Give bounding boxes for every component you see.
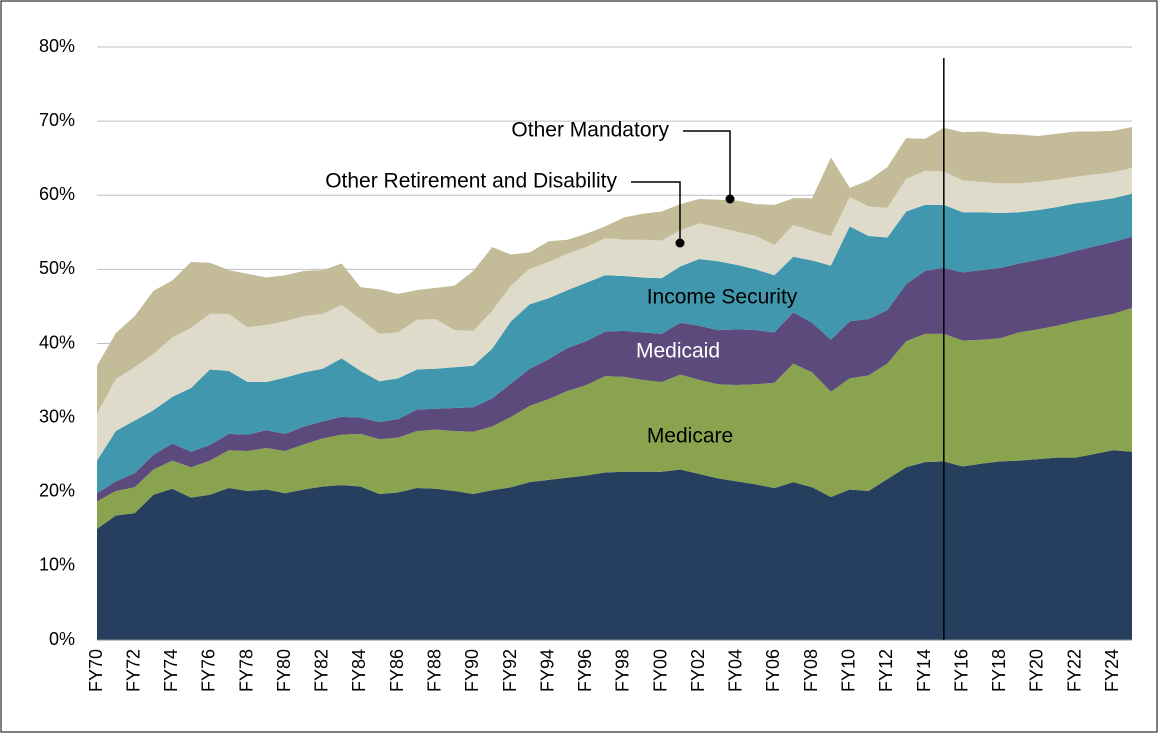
x-tick-label: FY10 <box>838 649 858 692</box>
callout-line <box>683 130 731 199</box>
annotation: Medicare <box>647 425 733 448</box>
x-tick-label: FY80 <box>274 649 294 692</box>
x-tick-label: FY02 <box>688 649 708 692</box>
x-tick-label: FY94 <box>537 649 557 692</box>
x-tick-label: FY20 <box>1027 649 1047 692</box>
area <box>97 193 1132 494</box>
x-tick-label: FY18 <box>989 649 1009 692</box>
area <box>97 307 1132 529</box>
x-tick-label: FY82 <box>312 649 332 692</box>
x-tick-label: FY04 <box>726 649 746 692</box>
annotation: Income Security <box>647 286 798 309</box>
x-tick-label: FY22 <box>1064 649 1084 692</box>
area <box>97 450 1132 640</box>
x-tick-label: FY12 <box>876 649 896 692</box>
x-tick-label: FY84 <box>349 649 369 692</box>
x-tick-label: FY70 <box>86 649 106 692</box>
y-tick-label: 20% <box>39 481 75 501</box>
area <box>97 127 1132 414</box>
y-tick-label: 80% <box>39 36 75 56</box>
x-tick-label: FY06 <box>763 649 783 692</box>
x-tick-label: FY72 <box>123 649 143 692</box>
callout-dot <box>725 194 735 204</box>
annotation: Medicaid <box>636 340 720 363</box>
x-tick-label: FY98 <box>613 649 633 692</box>
x-tick-label: FY78 <box>236 649 256 692</box>
x-tick-label: FY96 <box>575 649 595 692</box>
callout-dot <box>675 238 685 248</box>
callout-line <box>631 181 681 243</box>
area <box>97 167 1132 461</box>
y-tick-label: 10% <box>39 555 75 575</box>
x-tick-label: FY74 <box>161 649 181 692</box>
x-tick-label: FY90 <box>462 649 482 692</box>
y-tick-label: 50% <box>39 258 75 278</box>
x-tick-label: FY08 <box>801 649 821 692</box>
x-tick-label: FY24 <box>1102 649 1122 692</box>
annotation: Other Mandatory <box>511 119 669 142</box>
x-tick-label: FY86 <box>387 649 407 692</box>
x-tick-label: FY00 <box>650 649 670 692</box>
x-tick-label: FY76 <box>199 649 219 692</box>
y-tick-label: 30% <box>39 406 75 426</box>
annotation: Other Retirement and Disability <box>325 170 617 193</box>
y-tick-label: 70% <box>39 110 75 130</box>
x-tick-label: FY92 <box>500 649 520 692</box>
x-tick-label: FY14 <box>914 649 934 692</box>
x-tick-label: FY88 <box>424 649 444 692</box>
y-tick-label: 40% <box>39 332 75 352</box>
area <box>97 236 1132 502</box>
y-tick-label: 60% <box>39 184 75 204</box>
y-tick-label: 0% <box>49 629 75 649</box>
x-tick-label: FY16 <box>951 649 971 692</box>
